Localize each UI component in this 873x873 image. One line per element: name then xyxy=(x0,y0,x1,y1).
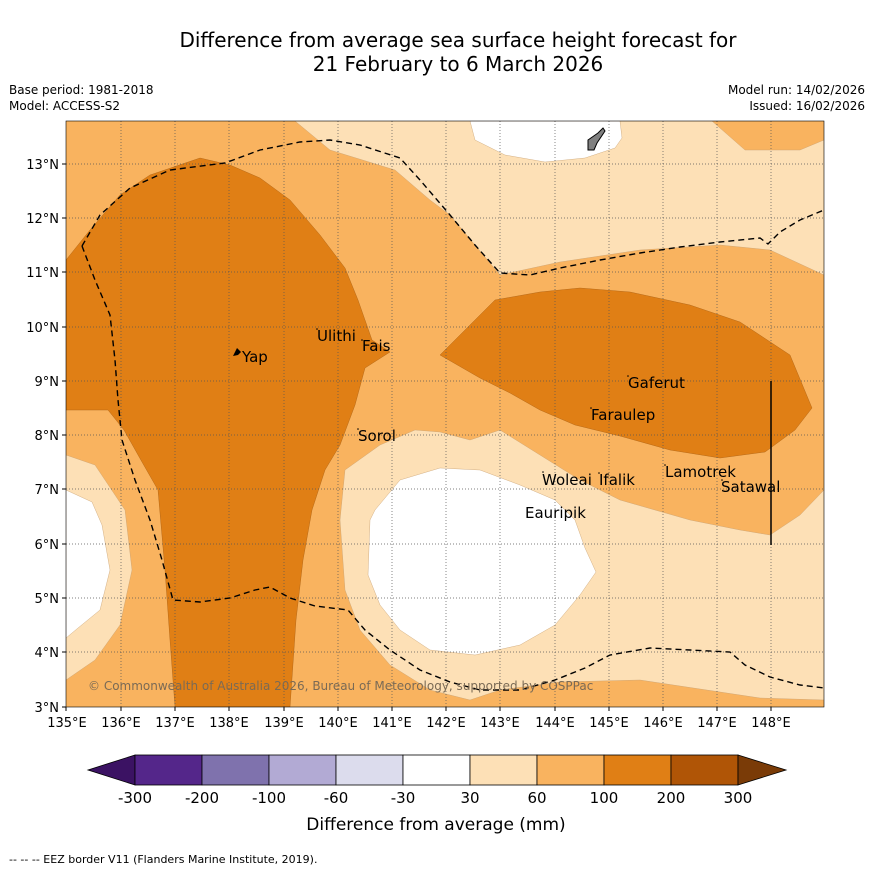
label-ulithi: Ulithi xyxy=(317,327,356,345)
y-tick-label: 7°N xyxy=(35,483,60,498)
land-guam xyxy=(587,127,606,151)
colorbar-tick-label: 60 xyxy=(527,789,546,807)
band-100-200-east xyxy=(439,287,813,459)
band-30-60-north xyxy=(294,121,824,276)
y-tick-label: 8°N xyxy=(35,429,60,444)
x-tick-label: 145°E xyxy=(589,716,629,731)
x-tick-label: 144°E xyxy=(535,716,575,731)
title-line-2: 21 February to 6 March 2026 xyxy=(312,52,604,76)
colorbar-extend-low xyxy=(86,754,136,786)
band-white-north xyxy=(469,121,623,163)
y-tick-label: 13°N xyxy=(26,158,59,173)
label-fais: Fais xyxy=(362,337,391,355)
issued-date: Issued: 16/02/2026 xyxy=(749,99,865,113)
y-tick-label: 4°N xyxy=(35,646,60,661)
meta-left: Base period: 1981-2018 Model: ACCESS-S2 xyxy=(9,82,154,114)
base-period: Base period: 1981-2018 xyxy=(9,83,154,97)
y-tick-label: 9°N xyxy=(35,375,60,390)
colorbar-segment xyxy=(402,754,471,786)
eez-border-west xyxy=(81,245,824,691)
colorbar-tick-label: 100 xyxy=(590,789,619,807)
meta-right: Model run: 14/02/2026 Issued: 16/02/2026 xyxy=(728,82,865,114)
model-run: Model run: 14/02/2026 xyxy=(727,83,865,97)
label-eauripik: Eauripik xyxy=(525,504,586,522)
map-title: Difference from average sea surface heig… xyxy=(0,28,873,76)
colorbar-segment xyxy=(469,754,538,786)
x-tick-label: 137°E xyxy=(155,716,195,731)
eez-footnote: -- -- -- EEZ border V11 (Flanders Marine… xyxy=(9,853,318,866)
colorbar-tick-label: -100 xyxy=(252,789,286,807)
map-frame xyxy=(65,120,825,708)
y-axis: 13°N 12°N 11°N 10°N 9°N 8°N 7°N 6°N 5°N … xyxy=(26,158,66,716)
label-yap: Yap xyxy=(241,348,268,366)
x-tick-label: 136°E xyxy=(101,716,141,731)
colorbar-segment xyxy=(603,754,672,786)
place-labels: Yap Ulithi Fais Sorol Gaferut Faraulep W… xyxy=(241,327,780,522)
colorbar-tick-label: 200 xyxy=(657,789,686,807)
label-satawal: Satawal xyxy=(721,478,780,496)
colorbar-segment xyxy=(134,754,203,786)
band-white-south xyxy=(367,467,597,656)
y-tick-label: 6°N xyxy=(35,538,60,553)
colorbar-tick-label: 30 xyxy=(460,789,479,807)
eez-border-main xyxy=(81,139,824,276)
x-tick-label: 147°E xyxy=(697,716,737,731)
colorbar-tick-label: -300 xyxy=(118,789,152,807)
colorbar-ticks: -300 -200 -100 -60 -30 30 60 100 200 300 xyxy=(118,789,752,807)
x-tick-label: 146°E xyxy=(643,716,683,731)
colorbar-tick-label: -200 xyxy=(185,789,219,807)
colorbar-segment xyxy=(670,754,739,786)
x-tick-label: 148°E xyxy=(751,716,791,731)
colorbar xyxy=(86,754,788,786)
band-60-100-ne xyxy=(711,121,824,151)
label-ifalik: Ifalik xyxy=(599,471,635,489)
colorbar-segment xyxy=(268,754,337,786)
y-tick-label: 10°N xyxy=(26,321,59,336)
land-yap xyxy=(233,348,241,356)
colorbar-extend-high xyxy=(737,754,788,786)
x-axis: 135°E 136°E 137°E 138°E 139°E 140°E 141°… xyxy=(47,707,791,731)
x-tick-label: 143°E xyxy=(480,716,520,731)
island-markers xyxy=(316,328,723,481)
x-tick-label: 135°E xyxy=(47,716,87,731)
colorbar-tick-label: 300 xyxy=(724,789,753,807)
colorbar-segment xyxy=(201,754,270,786)
colorbar-label: Difference from average (mm) xyxy=(306,815,565,835)
model-name: Model: ACCESS-S2 xyxy=(9,99,121,113)
y-tick-label: 11°N xyxy=(26,266,59,281)
y-tick-label: 12°N xyxy=(26,212,59,227)
label-lamotrek: Lamotrek xyxy=(665,463,736,481)
x-tick-label: 139°E xyxy=(264,716,304,731)
label-gaferut: Gaferut xyxy=(628,374,685,392)
label-faraulep: Faraulep xyxy=(591,406,655,424)
x-tick-label: 140°E xyxy=(318,716,358,731)
map-area: Yap Ulithi Fais Sorol Gaferut Faraulep W… xyxy=(66,121,824,707)
label-woleai: Woleai xyxy=(542,471,592,489)
copyright-text: © Commonwealth of Australia 2026, Bureau… xyxy=(88,679,593,693)
colorbar-segment xyxy=(536,754,605,786)
title-line-1: Difference from average sea surface heig… xyxy=(179,28,737,52)
band-white-west xyxy=(66,489,111,639)
label-sorol: Sorol xyxy=(358,427,396,445)
colorbar-segment xyxy=(335,754,404,786)
x-tick-label: 141°E xyxy=(372,716,412,731)
x-tick-label: 138°E xyxy=(209,716,249,731)
colorbar-tick-label: -30 xyxy=(391,789,416,807)
y-tick-label: 5°N xyxy=(35,592,60,607)
x-tick-label: 142°E xyxy=(426,716,466,731)
y-tick-label: 3°N xyxy=(35,701,60,716)
colorbar-tick-label: -60 xyxy=(324,789,349,807)
grid-lines xyxy=(66,121,824,707)
